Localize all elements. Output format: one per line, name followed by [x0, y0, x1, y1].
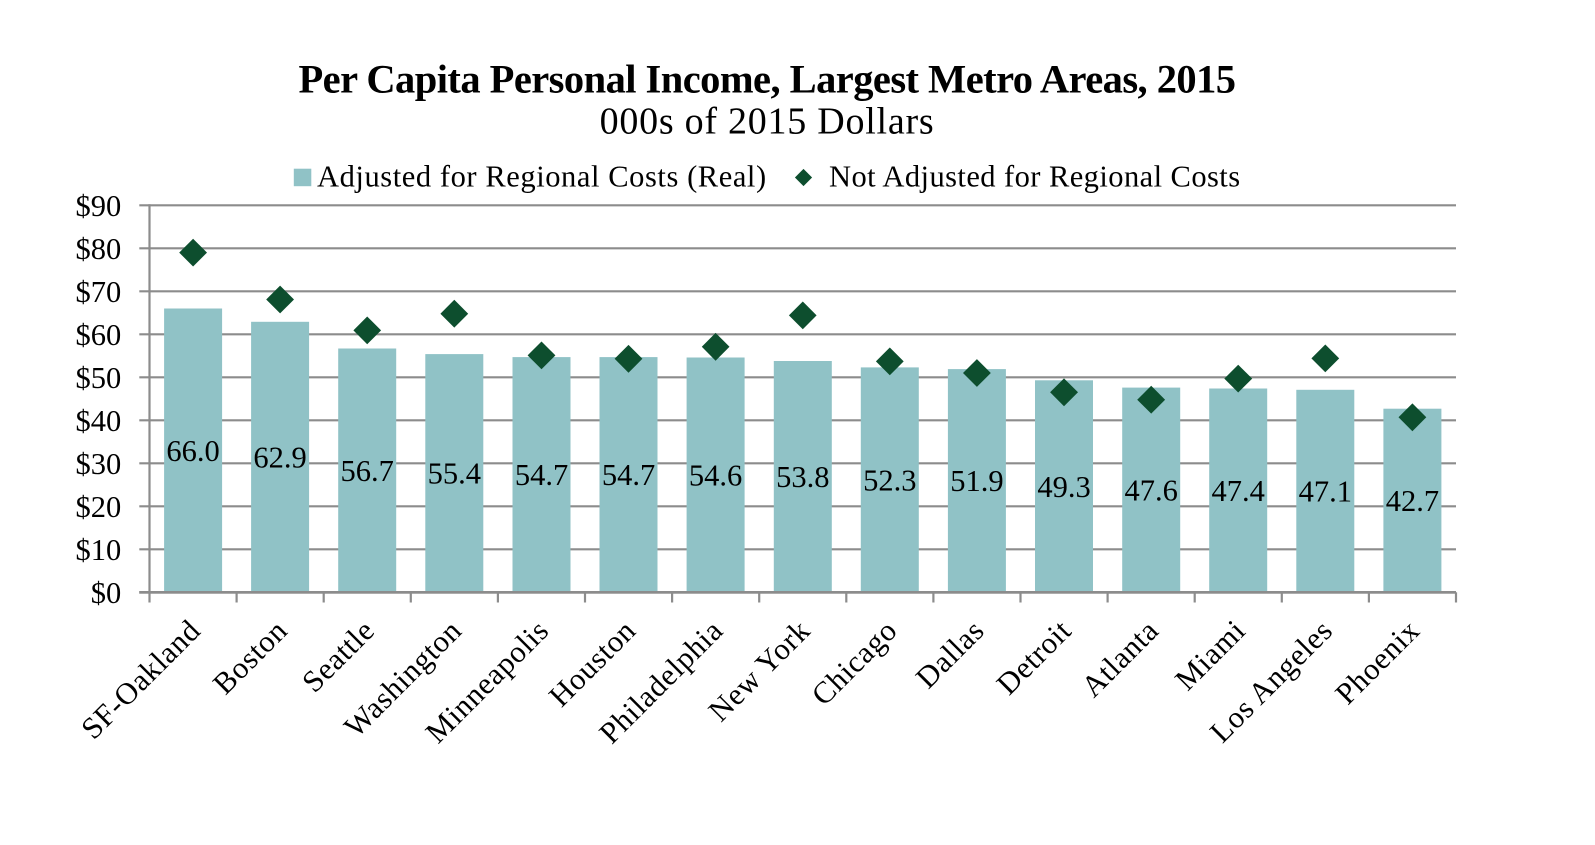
- svg-text:$80: $80: [76, 232, 122, 266]
- svg-text:$70: $70: [76, 275, 122, 309]
- svg-text:Per Capita Personal Income, La: Per Capita Personal Income, Largest Metr…: [298, 57, 1235, 102]
- svg-text:54.6: 54.6: [689, 458, 742, 492]
- svg-text:Not Adjusted for Regional Cost: Not Adjusted for Regional Costs: [829, 160, 1241, 194]
- svg-text:47.6: 47.6: [1125, 474, 1178, 508]
- svg-text:$20: $20: [76, 490, 122, 524]
- svg-text:$60: $60: [76, 318, 122, 352]
- svg-text:47.4: 47.4: [1212, 474, 1265, 508]
- svg-text:$10: $10: [76, 533, 122, 567]
- svg-text:66.0: 66.0: [166, 434, 219, 468]
- svg-text:$0: $0: [91, 576, 122, 610]
- svg-text:52.3: 52.3: [863, 463, 916, 497]
- svg-text:55.4: 55.4: [428, 457, 481, 491]
- svg-text:53.8: 53.8: [776, 460, 829, 494]
- svg-text:56.7: 56.7: [341, 454, 394, 488]
- svg-text:$50: $50: [76, 361, 122, 395]
- svg-text:000s of 2015 Dollars: 000s of 2015 Dollars: [600, 101, 935, 143]
- svg-text:62.9: 62.9: [253, 441, 306, 475]
- svg-text:Adjusted for Regional Costs (R: Adjusted for Regional Costs (Real): [317, 160, 767, 194]
- svg-text:47.1: 47.1: [1299, 475, 1352, 509]
- svg-text:$40: $40: [76, 404, 122, 438]
- svg-text:42.7: 42.7: [1386, 484, 1439, 518]
- svg-text:54.7: 54.7: [515, 458, 568, 492]
- svg-text:$30: $30: [76, 447, 122, 481]
- svg-text:49.3: 49.3: [1037, 470, 1090, 504]
- svg-text:54.7: 54.7: [602, 458, 655, 492]
- svg-text:51.9: 51.9: [950, 464, 1003, 498]
- svg-text:$90: $90: [76, 189, 122, 223]
